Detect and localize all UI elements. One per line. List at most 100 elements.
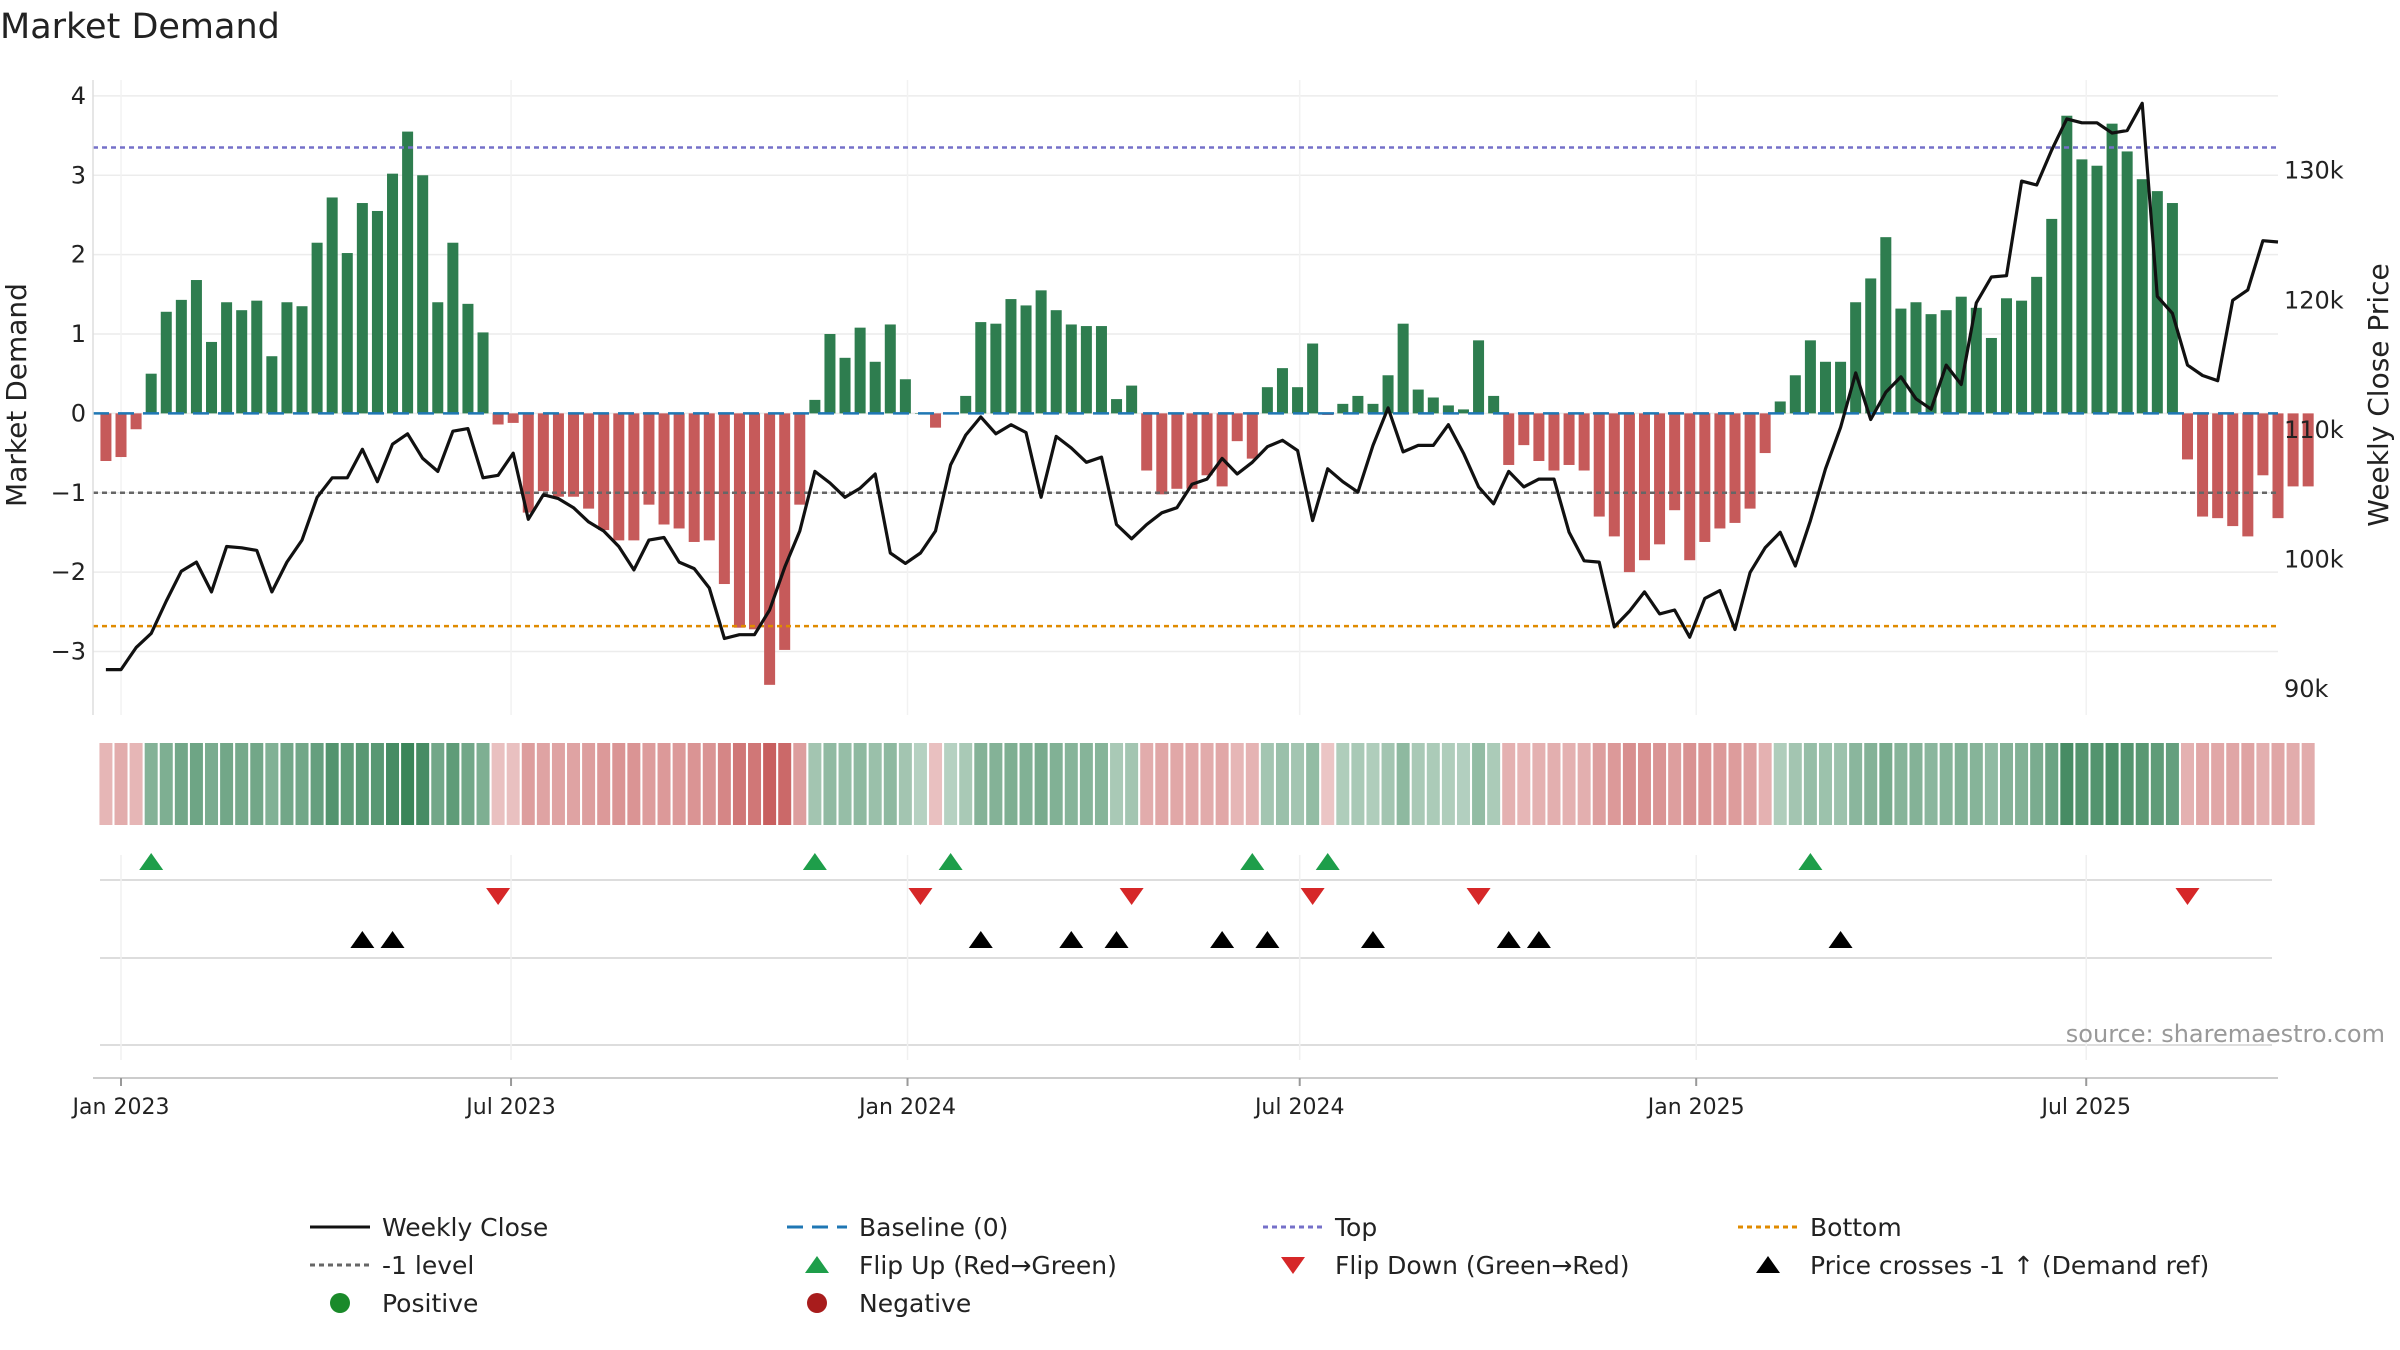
intensity-cell	[1170, 743, 1184, 825]
intensity-cell	[521, 743, 535, 825]
intensity-cell	[1019, 743, 1033, 825]
intensity-cell	[1291, 743, 1305, 825]
intensity-cell	[1049, 743, 1063, 825]
intensity-cell	[1456, 743, 1470, 825]
demand-bar	[115, 413, 127, 458]
intensity-cell	[1351, 743, 1365, 825]
intensity-cell	[1894, 743, 1908, 825]
legend-label: Top	[1334, 1213, 1377, 1242]
chart-title: Market Demand	[0, 7, 280, 47]
demand-bar	[1548, 413, 1560, 471]
demand-bar	[341, 253, 353, 414]
demand-bar	[537, 413, 549, 492]
demand-bar	[884, 324, 896, 414]
intensity-cell	[2180, 743, 2194, 825]
y-tick-label: −1	[51, 479, 86, 507]
demand-bar	[1789, 375, 1801, 414]
demand-bar	[1065, 324, 1077, 414]
intensity-cell	[1502, 743, 1516, 825]
x-tick-label: Jan 2024	[857, 1095, 956, 1120]
y-tick-label: 2	[71, 241, 86, 269]
demand-bar	[1638, 413, 1650, 561]
demand-bar	[809, 399, 821, 414]
intensity-cell	[838, 743, 852, 825]
intensity-cell	[672, 743, 686, 825]
price-cross-marker	[1210, 931, 1235, 948]
intensity-cell	[597, 743, 611, 825]
demand-bar	[1910, 302, 1922, 414]
demand-bar	[1744, 413, 1756, 509]
intensity-cell	[1653, 743, 1667, 825]
intensity-cell	[763, 743, 777, 825]
intensity-cell	[898, 743, 912, 825]
intensity-cell	[748, 743, 762, 825]
y-axis-left: 4 3 2 1 0 −1 −2 −3	[51, 80, 94, 715]
demand-bar	[643, 413, 655, 505]
y-axis-right: 130k 120k 110k 100k 90k	[2284, 157, 2344, 703]
demand-bar	[1367, 403, 1379, 414]
price-cross-marker	[1059, 931, 1084, 948]
intensity-cell	[265, 743, 279, 825]
demand-bar	[1669, 413, 1681, 511]
intensity-cell	[2135, 743, 2149, 825]
intensity-cell	[1592, 743, 1606, 825]
source-note: source: sharemaestro.com	[2066, 1020, 2385, 1048]
intensity-cell	[657, 743, 671, 825]
intensity-cell	[99, 743, 113, 825]
intensity-cell	[205, 743, 219, 825]
demand-bar	[2287, 413, 2299, 487]
demand-bar	[2106, 123, 2118, 414]
legend-label: Price crosses -1 ↑ (Demand ref)	[1810, 1251, 2209, 1280]
legend-label: Flip Down (Green→Red)	[1335, 1251, 1630, 1280]
demand-bar	[507, 413, 519, 423]
x-tick-label: Jan 2023	[71, 1095, 170, 1120]
intensity-cell	[491, 743, 505, 825]
intensity-cell	[567, 743, 581, 825]
intensity-cell	[2030, 743, 2044, 825]
demand-bar	[1518, 413, 1530, 446]
demand-bar	[583, 413, 595, 509]
intensity-cell	[340, 743, 354, 825]
demand-bar	[1850, 302, 1862, 414]
flip-up-marker	[1240, 853, 1265, 870]
demand-bar	[1970, 307, 1982, 414]
demand-bar	[1352, 395, 1364, 414]
intensity-cell	[1849, 743, 1863, 825]
intensity-cell	[325, 743, 339, 825]
legend-swatch	[807, 1293, 827, 1313]
demand-bar	[1835, 361, 1847, 414]
demand-bar	[2197, 413, 2209, 517]
intensity-cell	[1562, 743, 1576, 825]
intensity-cell	[1668, 743, 1682, 825]
intensity-cell	[461, 743, 475, 825]
demand-bar	[402, 131, 414, 414]
y-tick-label: 1	[71, 320, 86, 348]
intensity-cell	[476, 743, 490, 825]
intensity-cell	[1064, 743, 1078, 825]
intensity-cell	[1577, 743, 1591, 825]
demand-bar	[2166, 203, 2178, 414]
demand-bar	[145, 373, 157, 414]
demand-bar	[839, 357, 851, 414]
demand-bar	[1533, 413, 1545, 461]
y2-axis-label: Weekly Close Price	[2362, 263, 2395, 526]
demand-bar	[1714, 413, 1726, 529]
demand-bar	[1623, 413, 1635, 573]
demand-bar	[1985, 337, 1997, 414]
intensity-cell	[370, 743, 384, 825]
demand-bar	[447, 242, 459, 414]
x-tick-label: Jul 2025	[2039, 1095, 2131, 1120]
legend: Weekly Close Baseline (0) Top Bottom -1 leve…	[310, 1213, 2209, 1318]
demand-bar	[251, 300, 263, 414]
demand-bar	[2151, 191, 2163, 414]
flip-up-marker	[1315, 853, 1340, 870]
intensity-cell	[1683, 743, 1697, 825]
demand-bar	[869, 361, 881, 414]
intensity-cell	[1909, 743, 1923, 825]
intensity-strip	[99, 743, 2315, 825]
intensity-cell	[189, 743, 203, 825]
demand-bar	[1503, 413, 1515, 465]
intensity-cell	[250, 743, 264, 825]
demand-bar	[1201, 413, 1213, 476]
intensity-cell	[612, 743, 626, 825]
